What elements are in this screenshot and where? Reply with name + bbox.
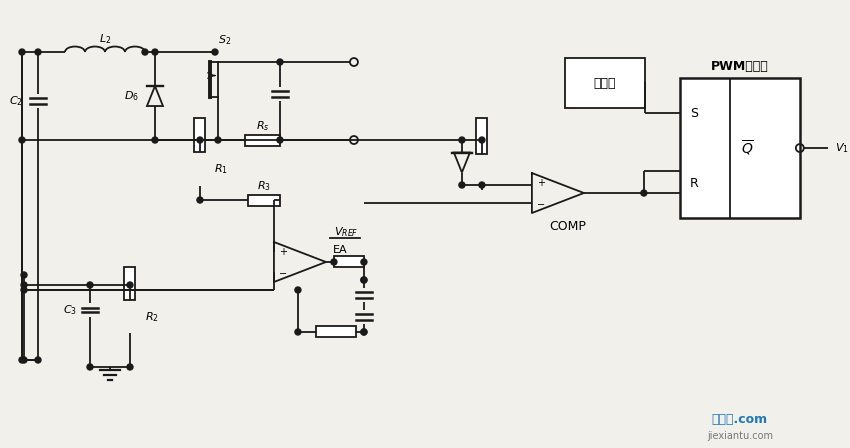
Circle shape (21, 357, 27, 363)
Circle shape (277, 59, 283, 65)
Bar (316, 327, 356, 337)
Circle shape (152, 49, 158, 55)
Text: EA: EA (332, 245, 348, 255)
Circle shape (19, 357, 25, 363)
Text: PWM控制器: PWM控制器 (711, 60, 768, 73)
Text: $D_6$: $D_6$ (123, 89, 139, 103)
Bar (680, 78, 800, 218)
Circle shape (215, 137, 221, 143)
Circle shape (361, 259, 367, 265)
Bar (124, 267, 135, 300)
Text: jiexiantu.com: jiexiantu.com (707, 431, 773, 441)
Bar (565, 58, 645, 108)
Circle shape (361, 277, 367, 283)
Circle shape (331, 259, 337, 265)
Circle shape (361, 329, 367, 335)
Circle shape (641, 190, 647, 196)
Bar (476, 118, 487, 154)
Bar (248, 194, 280, 206)
Circle shape (479, 182, 484, 188)
Text: $C_2$: $C_2$ (9, 94, 23, 108)
Bar (195, 118, 206, 152)
Circle shape (87, 364, 93, 370)
Circle shape (361, 277, 367, 283)
Text: $L_2$: $L_2$ (99, 32, 111, 46)
Circle shape (152, 137, 158, 143)
Text: 振荡器: 振荡器 (593, 77, 616, 90)
Circle shape (277, 137, 283, 143)
Text: $\overline{Q}$: $\overline{Q}$ (741, 138, 754, 158)
Text: $-$: $-$ (279, 267, 287, 277)
Circle shape (35, 49, 41, 55)
Circle shape (21, 282, 27, 288)
Circle shape (197, 197, 203, 203)
Circle shape (459, 137, 465, 143)
Text: $V_{REF}$: $V_{REF}$ (334, 225, 358, 239)
Circle shape (19, 49, 25, 55)
Circle shape (127, 282, 133, 288)
Text: $C_3$: $C_3$ (63, 303, 77, 317)
Circle shape (21, 272, 27, 278)
Circle shape (127, 364, 133, 370)
Circle shape (142, 49, 148, 55)
Bar (334, 257, 364, 267)
Circle shape (295, 329, 301, 335)
Text: $R_3$: $R_3$ (257, 179, 271, 193)
Circle shape (21, 287, 27, 293)
Text: R: R (690, 177, 699, 190)
Circle shape (197, 137, 203, 143)
Text: +: + (537, 178, 545, 188)
Text: $R_1$: $R_1$ (214, 162, 228, 176)
Text: 接线图.com: 接线图.com (711, 414, 768, 426)
Text: $R_s$: $R_s$ (256, 119, 269, 133)
Circle shape (35, 357, 41, 363)
Circle shape (87, 282, 93, 288)
Text: $R_2$: $R_2$ (145, 310, 159, 324)
Circle shape (459, 182, 465, 188)
Circle shape (212, 49, 218, 55)
Text: $S_2$: $S_2$ (218, 33, 231, 47)
Text: COMP: COMP (549, 220, 586, 233)
Bar (245, 134, 280, 146)
Circle shape (361, 329, 367, 335)
Text: $V_1$: $V_1$ (835, 141, 848, 155)
Text: $-$: $-$ (536, 198, 546, 208)
Text: S: S (690, 107, 698, 120)
Text: +: + (279, 247, 287, 257)
Circle shape (479, 137, 484, 143)
Circle shape (19, 137, 25, 143)
Circle shape (295, 287, 301, 293)
